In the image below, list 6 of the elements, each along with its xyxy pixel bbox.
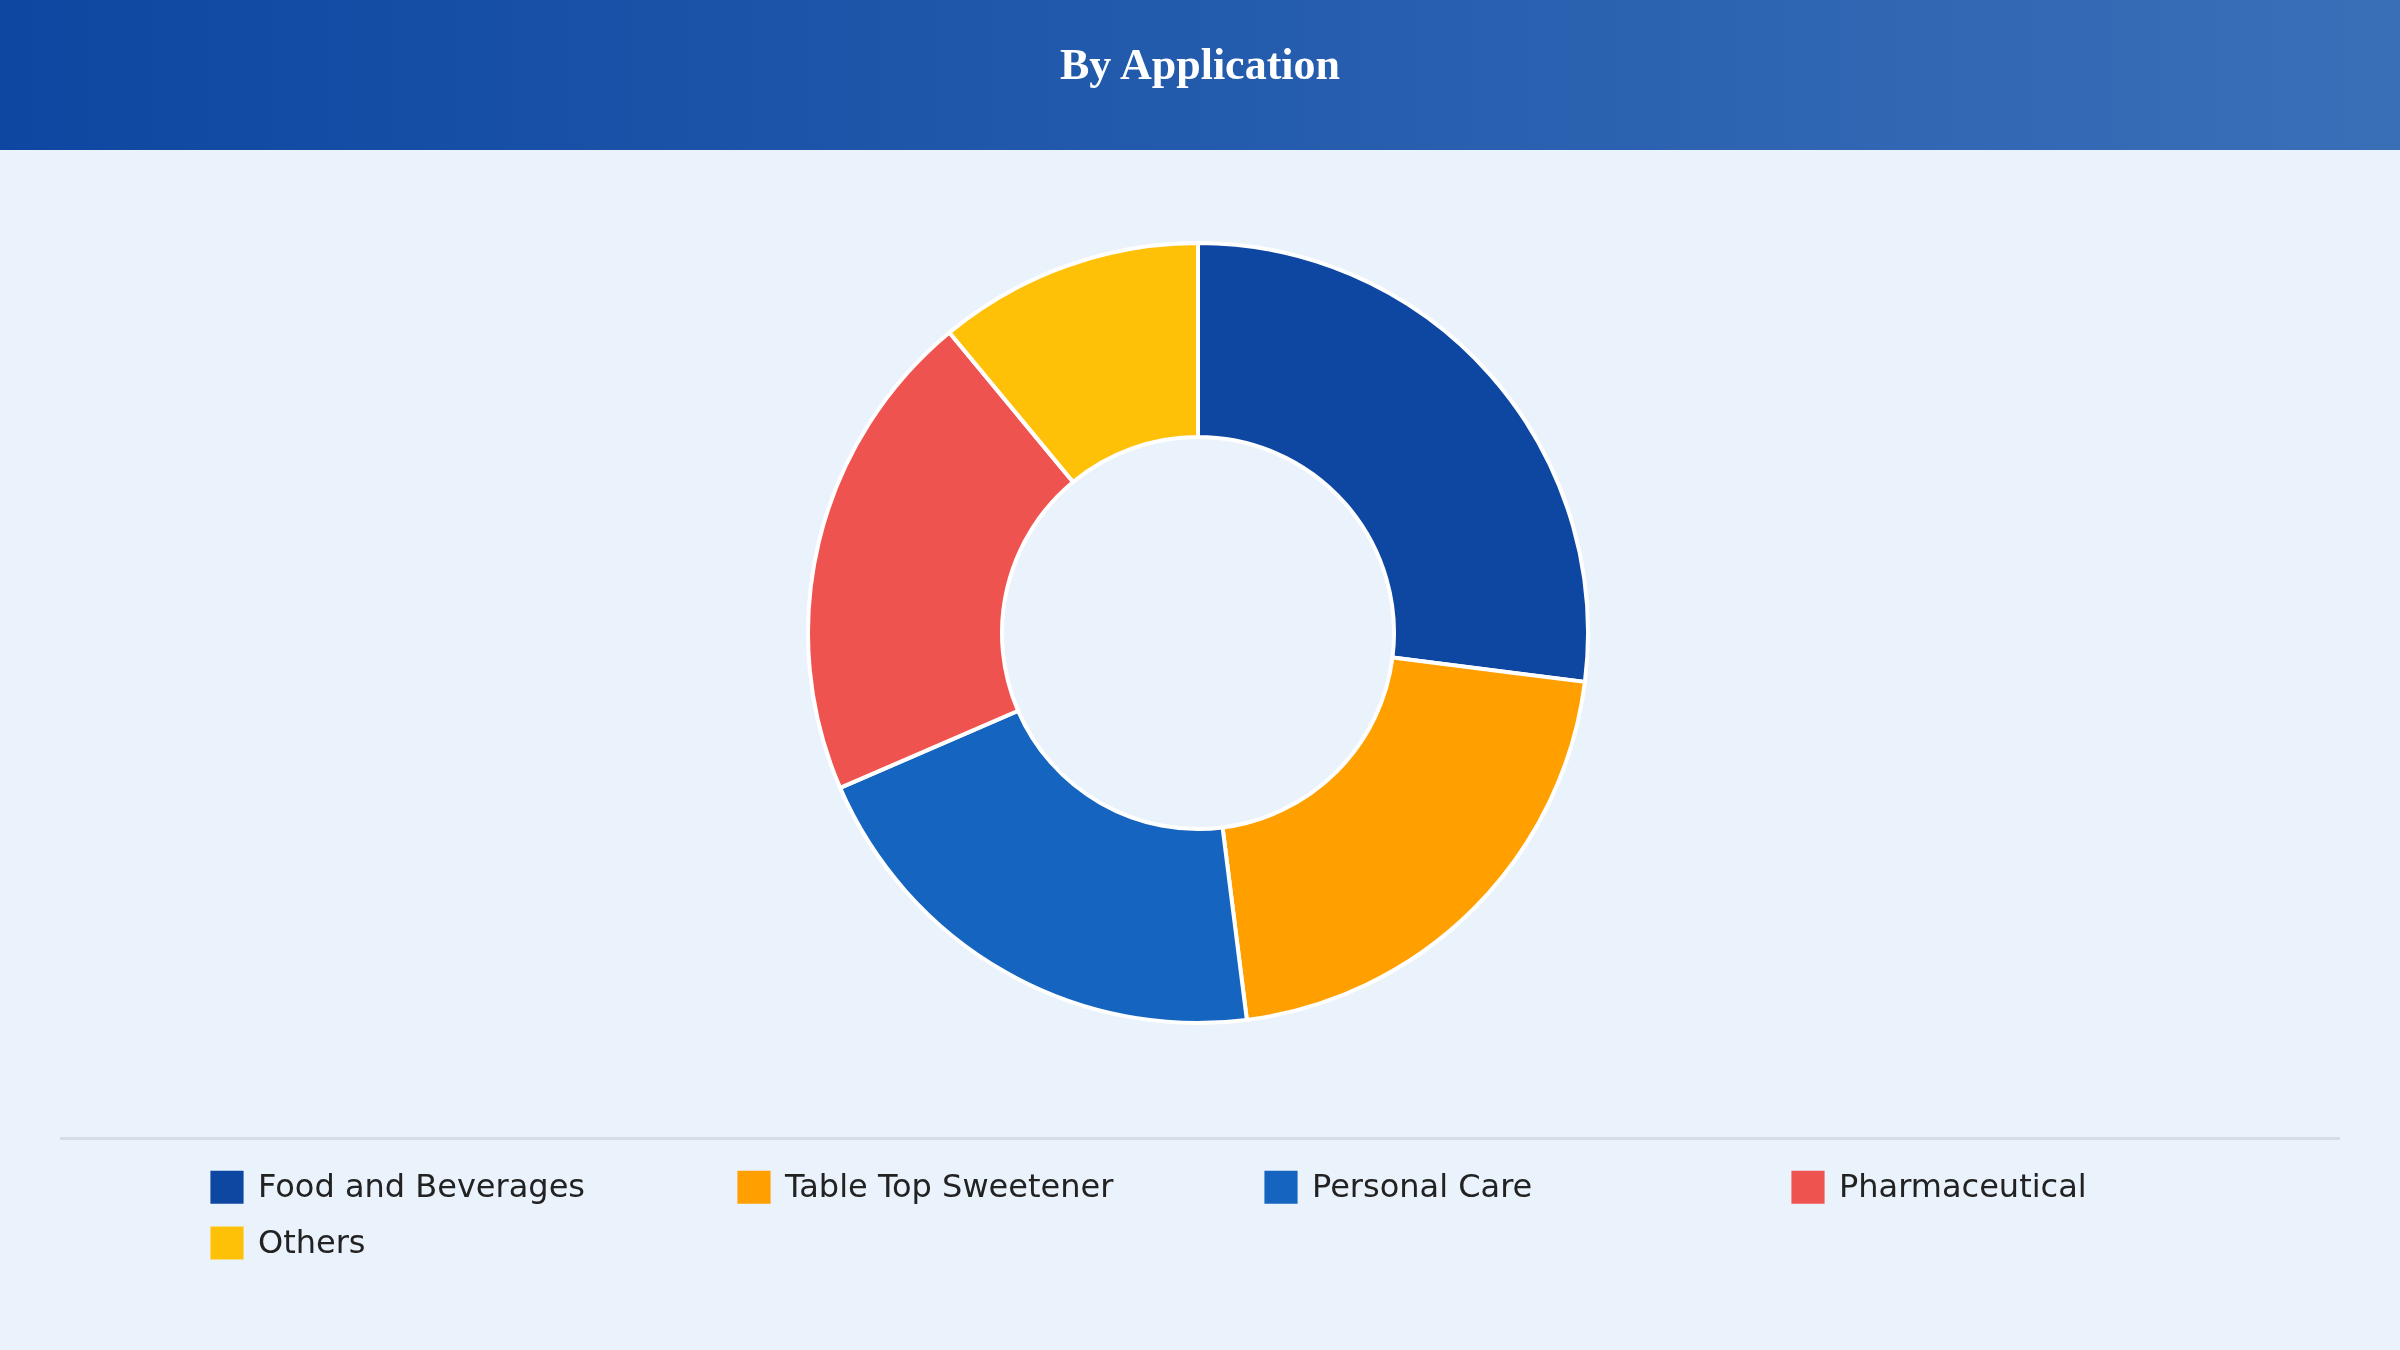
legend-label: Personal Care <box>1312 1167 1533 1206</box>
legend-label: Others <box>258 1223 366 1261</box>
legend-label: Food and Beverages <box>258 1167 585 1206</box>
legend-label: Table Top Sweetener <box>784 1167 1115 1206</box>
legend-label: Pharmaceutical <box>1839 1167 2087 1206</box>
chart-title: By Application <box>1060 40 1340 89</box>
